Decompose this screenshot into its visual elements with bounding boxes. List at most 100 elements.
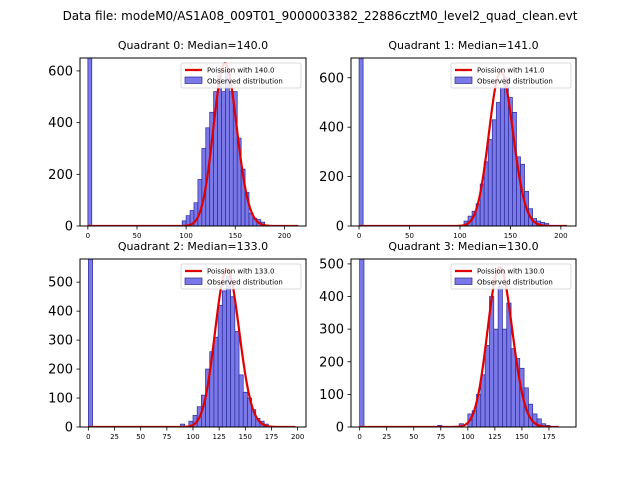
x-tick-label: 150 [504,232,517,240]
histogram-bar [221,290,227,427]
x-tick-label: 175 [265,433,278,441]
x-tick-label: 200 [278,232,291,240]
poisson-curve [88,268,296,427]
x-tick-label: 75 [436,433,445,441]
y-tick-label: 300 [319,323,344,338]
legend-label-observed: Observed distribution [477,78,553,86]
x-tick-label: 0 [86,232,90,240]
histogram-bar [499,87,505,226]
y-tick-label: 0 [336,421,344,436]
x-tick-label: 150 [229,232,242,240]
y-tick-label: 300 [48,334,73,349]
x-tick-label: 50 [409,433,418,441]
chart-title: Quadrant 2: Median=133.0 [118,240,268,253]
y-tick-label: 400 [319,121,344,136]
x-tick-label: 25 [382,433,391,441]
histogram-bar [88,259,93,427]
poisson-curve [359,266,559,427]
histogram-bar [221,91,226,226]
legend-label-observed: Observed distribution [207,78,283,86]
x-tick-label: 50 [133,232,142,240]
histogram-bar [217,304,223,427]
histogram-bar [484,345,490,427]
histogram-bar [493,328,499,427]
figure-title: Data file: modeM0/AS1A08_009T01_90000033… [63,9,578,23]
histogram-bar [502,328,508,427]
legend-label-observed: Observed distribution [207,279,283,287]
x-tick-label: 100 [179,232,192,240]
legend-label-poisson: Poission with 133.0 [207,268,275,276]
legend: Poission with 133.0 Observed distribution [180,263,302,290]
legend: Poission with 130.0 Observed distribution [450,263,572,290]
x-tick-label: 175 [542,433,555,441]
y-tick-label: 500 [48,276,73,291]
chart-quadrant-0: Quadrant 0: Median=140.0 0 50 100 150 200 0 200… [48,39,307,240]
y-tick-label: 600 [48,64,73,79]
histogram-bar [238,374,244,427]
poisson-curve [87,62,299,226]
x-tick-label: 125 [212,433,225,441]
x-tick-label: 0 [357,232,361,240]
x-tick-label: 50 [136,433,145,441]
x-tick-label: 100 [461,433,474,441]
histogram-bar [497,286,503,427]
y-tick-label: 200 [319,170,344,185]
y-tick-label: 500 [319,257,344,272]
legend-bar-swatch [184,277,203,285]
y-tick-label: 0 [65,220,73,235]
histogram-bar [491,119,497,226]
legend-bar-swatch [184,76,203,84]
histogram-bar [229,91,234,226]
plot-area [88,259,296,427]
y-tick-label: 0 [65,421,73,436]
x-tick-label: 0 [86,433,90,441]
histogram-bar [536,418,542,427]
x-tick-label: 75 [162,433,171,441]
histogram-bar [217,75,222,226]
x-tick-label: 100 [453,232,466,240]
x-tick-label: 25 [110,433,119,441]
legend-label-poisson: Poission with 130.0 [477,268,545,276]
legend-bar-swatch [454,277,473,285]
y-tick-label: 400 [48,116,73,131]
x-tick-label: 200 [554,232,567,240]
histogram-bar [197,179,203,226]
chart-quadrant-2: Quadrant 2: Median=133.0 0 25 50 75 100 125 150… [48,240,307,441]
plot-area [358,58,568,226]
legend-label-poisson: Poission with 140.0 [207,67,275,75]
x-tick-label: 200 [291,433,304,441]
y-tick-label: 200 [48,363,73,378]
histogram-bar [510,348,516,427]
chart-title: Quadrant 1: Median=141.0 [388,39,538,52]
histogram-bar [495,102,501,226]
histogram-bar [358,58,364,226]
legend-bar-swatch [454,76,473,84]
legend-label-observed: Observed distribution [477,279,553,287]
legend: Poission with 141.0 Observed distribution [450,62,572,89]
histogram-bar [226,276,232,427]
x-tick-label: 0 [357,433,361,441]
histogram-bar [242,391,248,427]
x-tick-label: 125 [488,433,501,441]
histogram-bar [87,58,93,226]
legend: Poission with 140.0 Observed distribution [180,62,302,89]
x-tick-label: 50 [405,232,414,240]
x-tick-label: 150 [515,433,528,441]
y-tick-label: 200 [319,355,344,370]
axes-frame [79,57,307,227]
chart-quadrant-3: Quadrant 3: Median=130.0 0 25 50 75 100 125 150… [319,240,577,441]
histogram-bar [180,423,185,427]
plot-area [359,259,559,427]
y-tick-label: 400 [48,305,73,320]
y-tick-label: 0 [336,220,344,235]
poisson-curve [358,70,568,226]
x-tick-label: 100 [186,433,199,441]
histogram-bar [359,259,365,427]
histogram-bar [230,296,236,427]
histogram-bar [213,336,219,427]
y-tick-label: 400 [319,290,344,305]
histogram-bar [487,139,493,226]
y-tick-label: 100 [48,392,73,407]
plot-area [87,58,299,226]
